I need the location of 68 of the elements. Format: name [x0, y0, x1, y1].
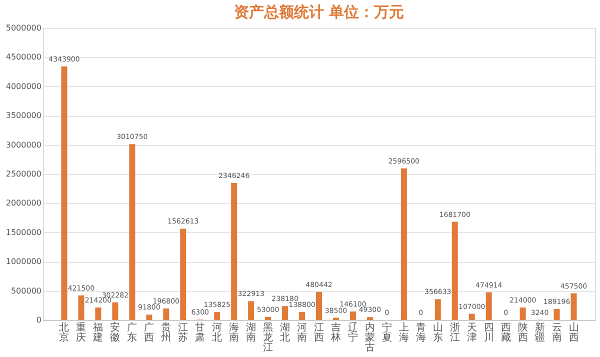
- bar: [214, 312, 220, 320]
- chart-title: 资产总额统计 单位：万元: [234, 3, 404, 21]
- x-tick-label: 重庆: [76, 322, 86, 344]
- bar: [265, 316, 272, 320]
- y-tick-label: 0: [36, 316, 42, 324]
- x-tick-label: 云南: [552, 322, 562, 344]
- bar: [129, 144, 136, 320]
- x-tick-label: 陕西: [518, 322, 528, 344]
- x-tick-label: 上海: [398, 322, 409, 344]
- bar: [468, 314, 475, 320]
- x-tick-label: 江西: [314, 322, 324, 344]
- bar: [350, 311, 356, 320]
- x-tick-label: 江苏: [178, 322, 188, 344]
- bar: [299, 312, 306, 320]
- bar: [163, 308, 170, 320]
- x-tick-label: 贵州: [161, 322, 172, 344]
- bar: [248, 301, 254, 320]
- bar: [554, 308, 560, 320]
- x-tick-label: 广西: [144, 322, 154, 344]
- bar: [570, 293, 577, 320]
- x-tick-label: 内蒙古: [364, 322, 375, 354]
- bar: [282, 306, 288, 320]
- y-tick-label: 2000000: [6, 198, 42, 208]
- bar: [316, 292, 322, 320]
- bar: [146, 314, 152, 320]
- x-tick-label: 吉林: [330, 322, 341, 344]
- bar: [95, 307, 102, 320]
- y-tick-label: 3500000: [6, 111, 42, 120]
- x-tick-label: 广东: [127, 322, 138, 344]
- x-tick-label: 青海: [416, 322, 426, 344]
- x-tick-label: 河北: [212, 322, 222, 344]
- x-tick-label: 宁夏: [382, 322, 392, 344]
- y-tick-label: 1000000: [6, 257, 42, 266]
- x-tick-label: 湖北: [280, 322, 290, 344]
- x-tick-label: 安徽: [110, 322, 120, 344]
- bar: [61, 66, 68, 320]
- x-tick-label: 河南: [297, 322, 308, 344]
- bar: [520, 308, 526, 320]
- x-tick-label: 新疆: [534, 322, 545, 344]
- bar: [231, 182, 238, 320]
- y-tick-label: 4500000: [6, 52, 42, 62]
- x-tick-label: 山西: [568, 322, 579, 344]
- bar: [78, 295, 84, 320]
- y-tick-label: 3000000: [6, 140, 42, 150]
- bar: [486, 292, 492, 320]
- x-tick-label: 四川: [484, 322, 494, 344]
- x-tick-label: 黑龙江: [263, 322, 274, 354]
- bar: [400, 168, 407, 320]
- y-tick-label: 500000: [10, 286, 42, 296]
- x-tick-label: 福建: [92, 322, 104, 344]
- bar: [180, 228, 186, 320]
- bar: [112, 302, 118, 320]
- x-tick-label: 海南: [229, 322, 240, 344]
- x-tick-label: 浙江: [450, 322, 460, 344]
- y-tick-label: 1500000: [6, 228, 42, 237]
- x-tick-label: 北京: [59, 322, 70, 344]
- x-tick-label: 西藏: [500, 322, 511, 344]
- bar: [434, 299, 441, 320]
- x-tick-label: 辽宁: [348, 322, 358, 344]
- x-tick-label: 甘肃: [195, 322, 206, 344]
- bar: [452, 222, 458, 320]
- y-tick-label: 5000000: [6, 24, 42, 32]
- y-tick-label: 4000000: [6, 82, 42, 91]
- x-tick-label: 天津: [466, 322, 477, 344]
- x-tick-label: 山东: [432, 322, 443, 344]
- bar: [366, 317, 373, 320]
- y-tick-label: 2500000: [6, 170, 42, 178]
- x-tick-label: 湖南: [246, 322, 256, 344]
